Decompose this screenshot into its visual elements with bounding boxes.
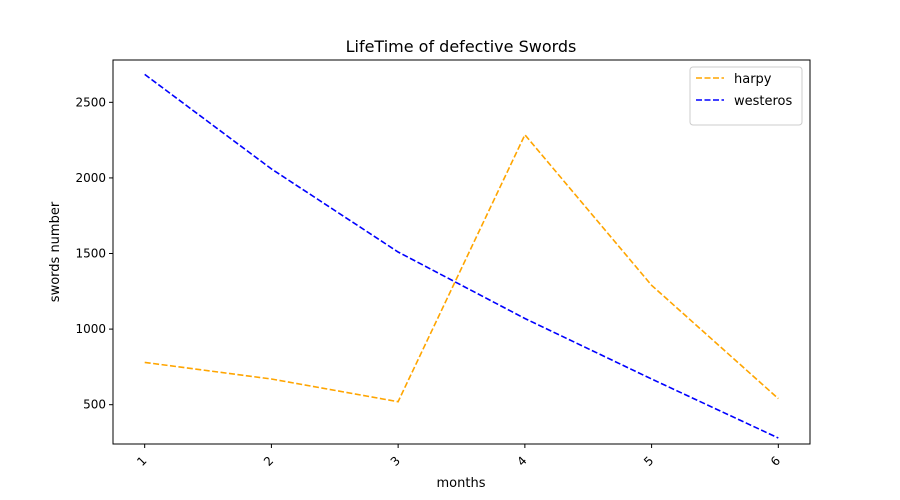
series-layer (144, 73, 779, 439)
legend: harpy westeros (689, 66, 803, 126)
x-tick-label: 1 (134, 454, 149, 469)
x-axis-label: months (437, 476, 486, 491)
plot-frame (112, 59, 811, 445)
y-tick-label: 2000 (75, 171, 106, 185)
chart-title: LifeTime of defective Swords (346, 37, 577, 56)
x-tick-label: 2 (261, 454, 276, 469)
y-axis-label: swords number (48, 201, 63, 302)
y-tick-label: 1000 (75, 322, 106, 336)
y-tick-label: 1500 (75, 247, 106, 261)
series-line-westeros (144, 73, 779, 439)
legend-box (689, 66, 803, 126)
x-tick-label: 4 (514, 454, 529, 469)
series-line-harpy (144, 133, 779, 403)
x-tick-label: 6 (768, 454, 783, 469)
y-tick-label: 500 (83, 398, 106, 412)
x-tick-label: 3 (388, 454, 403, 469)
legend-label-westeros: westeros (734, 94, 793, 109)
y-tick-label: 2500 (75, 95, 106, 109)
legend-label-harpy: harpy (734, 72, 772, 87)
y-axis: 500 1000 1500 2000 2500 (75, 95, 113, 412)
x-tick-label: 5 (641, 454, 656, 469)
x-axis: 1 2 3 4 5 6 (134, 444, 783, 469)
